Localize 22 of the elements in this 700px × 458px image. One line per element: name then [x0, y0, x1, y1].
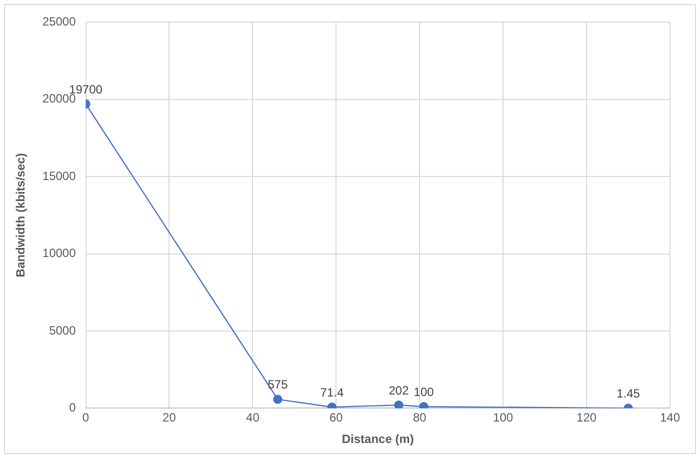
- x-tick-label: 0: [82, 410, 90, 425]
- y-tick-label: 0: [69, 400, 76, 415]
- data-label: 202: [388, 383, 410, 398]
- x-tick-label: 20: [162, 410, 176, 425]
- data-label: 100: [414, 384, 434, 399]
- x-tick-label: 80: [412, 410, 427, 425]
- x-tick-label: 140: [660, 410, 680, 425]
- x-axis-title: Distance (m): [342, 432, 414, 446]
- x-tick-label: 60: [329, 410, 344, 425]
- y-tick-label: 25000: [42, 14, 76, 29]
- y-axis-title: Bandwidth (kbits/sec): [14, 153, 28, 278]
- x-tick-label: 120: [576, 410, 597, 425]
- data-label: 575: [268, 378, 288, 392]
- point: [273, 394, 282, 404]
- y-tick-label: 5000: [49, 323, 76, 338]
- data-label: 71.4: [320, 385, 344, 400]
- y-tick-label: 15000: [42, 168, 76, 183]
- data-label: 1.45: [616, 386, 640, 400]
- x-tick-label: 100: [493, 410, 514, 425]
- x-tick-label: 40: [246, 410, 260, 425]
- y-tick-label: 10000: [42, 246, 76, 260]
- point: [394, 400, 404, 408]
